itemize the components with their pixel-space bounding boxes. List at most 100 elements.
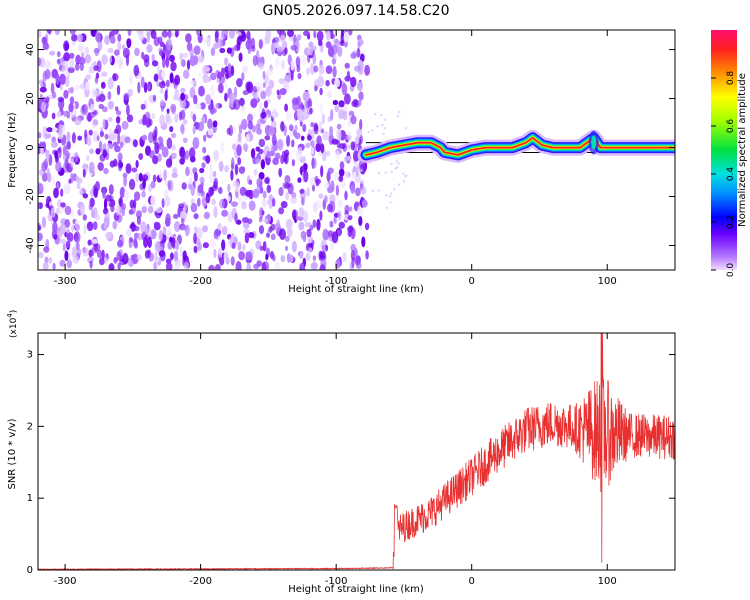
- noise-blob: [182, 119, 188, 125]
- noise-blob: [319, 251, 326, 259]
- noise-blob: [281, 150, 285, 158]
- noise-blob: [128, 209, 134, 215]
- noise-blob: [172, 213, 179, 219]
- noise-blob: [338, 168, 345, 177]
- noise-blob: [170, 61, 177, 72]
- noise-blob: [87, 239, 92, 246]
- noise-blob: [230, 169, 234, 181]
- noise-blob: [250, 148, 256, 159]
- noise-blob: [319, 264, 326, 270]
- noise-blob: [394, 167, 397, 170]
- noise-blob: [321, 113, 325, 125]
- noise-blob: [44, 256, 49, 264]
- noise-blob: [285, 110, 292, 122]
- noise-blob: [98, 103, 104, 109]
- y-multiplier-close: ): [9, 310, 19, 314]
- noise-blob: [316, 30, 324, 42]
- noise-blob: [163, 169, 167, 181]
- noise-blob: [397, 183, 401, 186]
- noise-blob: [208, 264, 215, 270]
- noise-blob: [357, 41, 361, 49]
- noise-blob: [337, 199, 344, 208]
- noise-blob: [93, 243, 101, 252]
- noise-blob: [385, 194, 388, 197]
- noise-blob: [62, 243, 66, 252]
- noise-blob: [327, 116, 331, 122]
- noise-blob: [123, 92, 130, 101]
- x-tick-label: -100: [325, 576, 348, 587]
- y-tick-label: 20: [25, 92, 36, 105]
- noise-blob: [108, 116, 113, 123]
- noise-blob: [165, 262, 173, 270]
- noise-blob: [241, 166, 246, 173]
- x-tick-label: -200: [189, 576, 212, 587]
- noise-blob: [199, 167, 205, 174]
- noise-blob: [304, 222, 312, 228]
- noise-blob: [258, 62, 265, 70]
- noise-blob: [161, 198, 165, 208]
- noise-blob: [135, 172, 140, 183]
- noise-blob: [154, 142, 160, 155]
- noise-blob: [254, 93, 259, 100]
- noise-blob: [123, 175, 127, 187]
- snr-series-line: [38, 333, 675, 570]
- noise-blob: [116, 205, 120, 216]
- noise-blob: [97, 39, 103, 51]
- noise-blob: [234, 181, 240, 193]
- noise-blob: [47, 30, 52, 35]
- noise-blob: [183, 69, 190, 79]
- noise-blob: [270, 223, 276, 231]
- noise-blob: [71, 224, 75, 233]
- noise-blob: [107, 77, 114, 90]
- noise-blob: [255, 123, 261, 131]
- noise-blob: [290, 69, 294, 81]
- noise-blob: [138, 119, 144, 125]
- noise-blob: [367, 130, 370, 134]
- noise-blob: [350, 141, 356, 151]
- noise-blob: [147, 205, 154, 214]
- noise-blob: [112, 30, 119, 35]
- noise-blob: [194, 226, 198, 232]
- noise-blob: [158, 250, 166, 257]
- noise-blob: [148, 131, 154, 144]
- noise-blob: [251, 125, 257, 133]
- noise-blob: [396, 114, 400, 118]
- noise-blob: [75, 241, 80, 251]
- noise-blob: [39, 93, 43, 102]
- noise-blob: [140, 103, 146, 110]
- noise-blob: [161, 70, 166, 79]
- noise-blob: [220, 141, 225, 154]
- noise-blob: [193, 45, 201, 55]
- noise-blob: [238, 97, 245, 106]
- noise-blob: [299, 188, 305, 194]
- noise-blob: [182, 250, 187, 261]
- noise-blob: [103, 198, 108, 211]
- noise-blob: [46, 127, 53, 133]
- noise-blob: [195, 103, 202, 110]
- noise-blob: [238, 52, 243, 62]
- noise-blob: [280, 255, 286, 263]
- noise-blob: [263, 100, 269, 109]
- noise-blob: [345, 135, 352, 141]
- noise-blob: [359, 178, 365, 184]
- noise-blob: [246, 30, 251, 41]
- noise-blob: [42, 261, 49, 270]
- noise-blob: [289, 254, 294, 263]
- noise-blob: [320, 143, 325, 154]
- noise-blob: [193, 245, 198, 254]
- noise-blob: [84, 81, 90, 91]
- noise-blob: [126, 104, 130, 116]
- noise-blob: [262, 190, 267, 199]
- noise-blob: [276, 30, 283, 35]
- noise-blob: [231, 242, 236, 250]
- noise-blob: [53, 234, 58, 240]
- noise-blob: [74, 84, 80, 91]
- noise-blob: [347, 226, 354, 233]
- noise-blob: [219, 198, 225, 209]
- noise-blob: [125, 163, 132, 174]
- noise-blob: [192, 113, 197, 123]
- noise-blob: [322, 229, 330, 241]
- noise-blob: [159, 88, 164, 94]
- noise-blob: [283, 156, 288, 163]
- noise-blob: [182, 137, 188, 144]
